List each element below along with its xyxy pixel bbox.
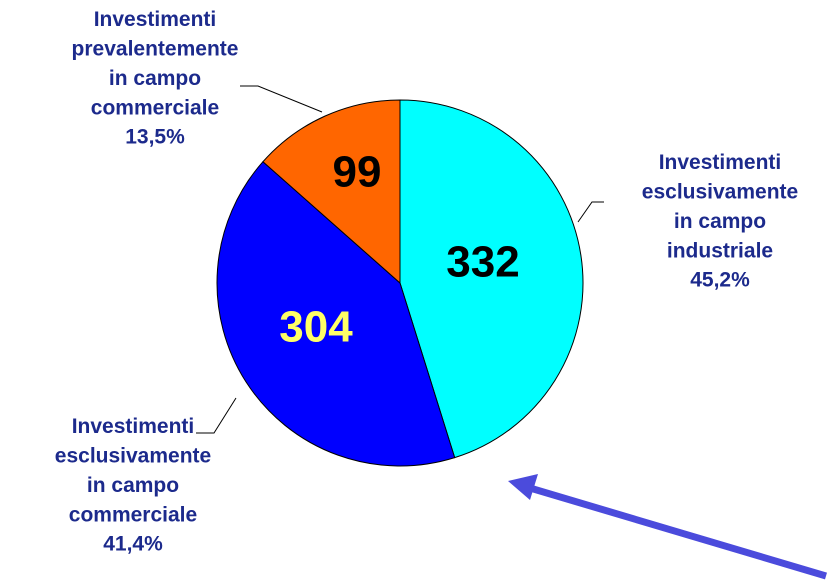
- pie-slice: [262, 99, 401, 285]
- arrow-shaft: [529, 484, 827, 580]
- pie-slice: [399, 99, 584, 459]
- category-label: Investimenti prevalentemente in campo comme…: [72, 8, 239, 120]
- percent-label: 13,5%: [125, 126, 185, 149]
- value-label: 304: [279, 303, 353, 352]
- pie-slice: [216, 161, 456, 467]
- leader-line: [240, 85, 323, 113]
- value-label: 99: [333, 148, 382, 197]
- leader-line: [577, 201, 604, 223]
- percent-label: 41,4%: [103, 533, 163, 556]
- leader-lines: [196, 85, 604, 434]
- value-label: 332: [446, 238, 519, 287]
- category-label: Investimenti esclusivamente in campo commer…: [55, 415, 211, 527]
- percent-label: 45,2%: [690, 269, 750, 292]
- arrow-head: [508, 474, 538, 500]
- category-label: Investimenti esclusivamente in campo indust…: [642, 151, 798, 263]
- leader-line: [196, 397, 237, 434]
- pie: [216, 99, 584, 467]
- arrow: [508, 474, 827, 580]
